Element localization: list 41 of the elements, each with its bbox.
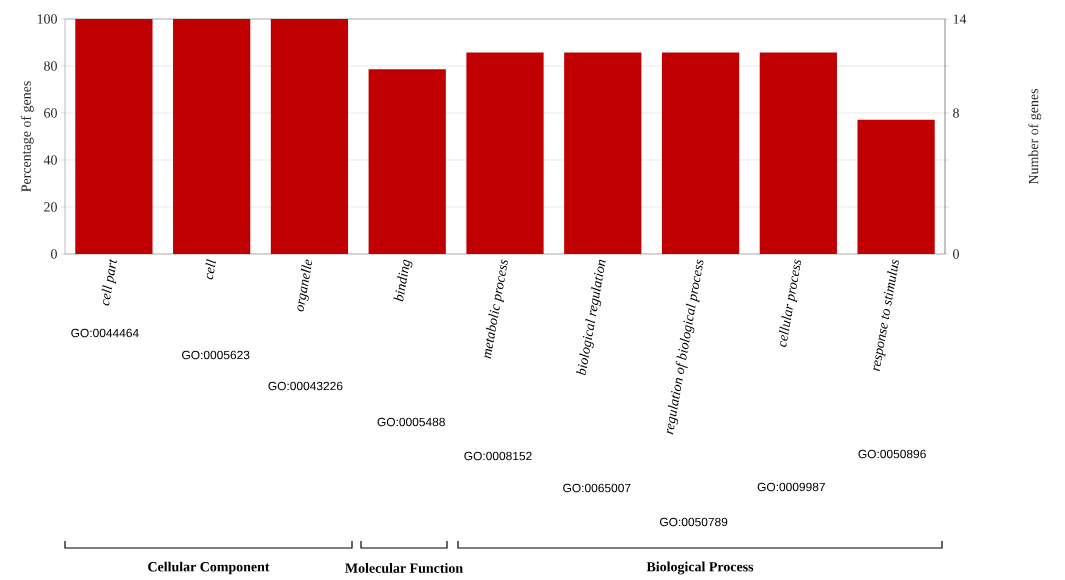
x-tick-label: metabolic process [484,259,508,359]
text: Biological Process [646,561,754,575]
y-tick-label: 0 [51,249,57,259]
y-tick-label: 20 [44,202,57,212]
y2-tick-label: 8 [953,108,959,118]
x-tick-label: biological regulation [576,259,606,376]
text: GO:0008152 [464,451,532,461]
y2-tick-label: 0 [953,249,959,259]
text: GO:0009987 [757,482,825,492]
text: Cellular Component [148,561,270,575]
bar [759,52,837,254]
bar [857,119,935,254]
y-tick-label: 40 [43,155,57,165]
y-tick-label: 100 [37,14,57,24]
x-tick-label: response to stimulus [873,259,899,372]
bar [270,19,349,254]
bar [661,52,740,254]
text: GO:00043226 [268,381,343,391]
text: GO:0005488 [377,417,445,427]
bar [466,52,544,254]
y2-axis-title: Number of genes [1028,88,1042,185]
text: GO:0005623 [182,350,250,360]
text: GO:0065007 [563,483,631,493]
y-axis-title: Percentage of genes [20,81,34,192]
text: GO:0044464 [71,328,139,338]
x-tick-label: organelle [297,259,313,312]
y-tick-label: 80 [44,61,57,71]
bar [564,52,642,254]
x-tick-label: cell part [101,258,117,306]
x-tick-label: regulation of biological process [666,259,704,435]
x-tick-label: binding [393,259,413,302]
text: GO:0050789 [659,517,728,527]
bar [75,19,153,254]
bar [368,69,446,254]
x-tick-label: cell [205,258,216,280]
y-tick-label: 60 [44,108,57,118]
text: Molecular Function [345,563,463,573]
x-tick-label: cellular process [778,259,802,347]
text: GO:0050896 [858,449,926,459]
y2-tick-label: 14 [953,14,967,24]
bar [173,19,251,254]
